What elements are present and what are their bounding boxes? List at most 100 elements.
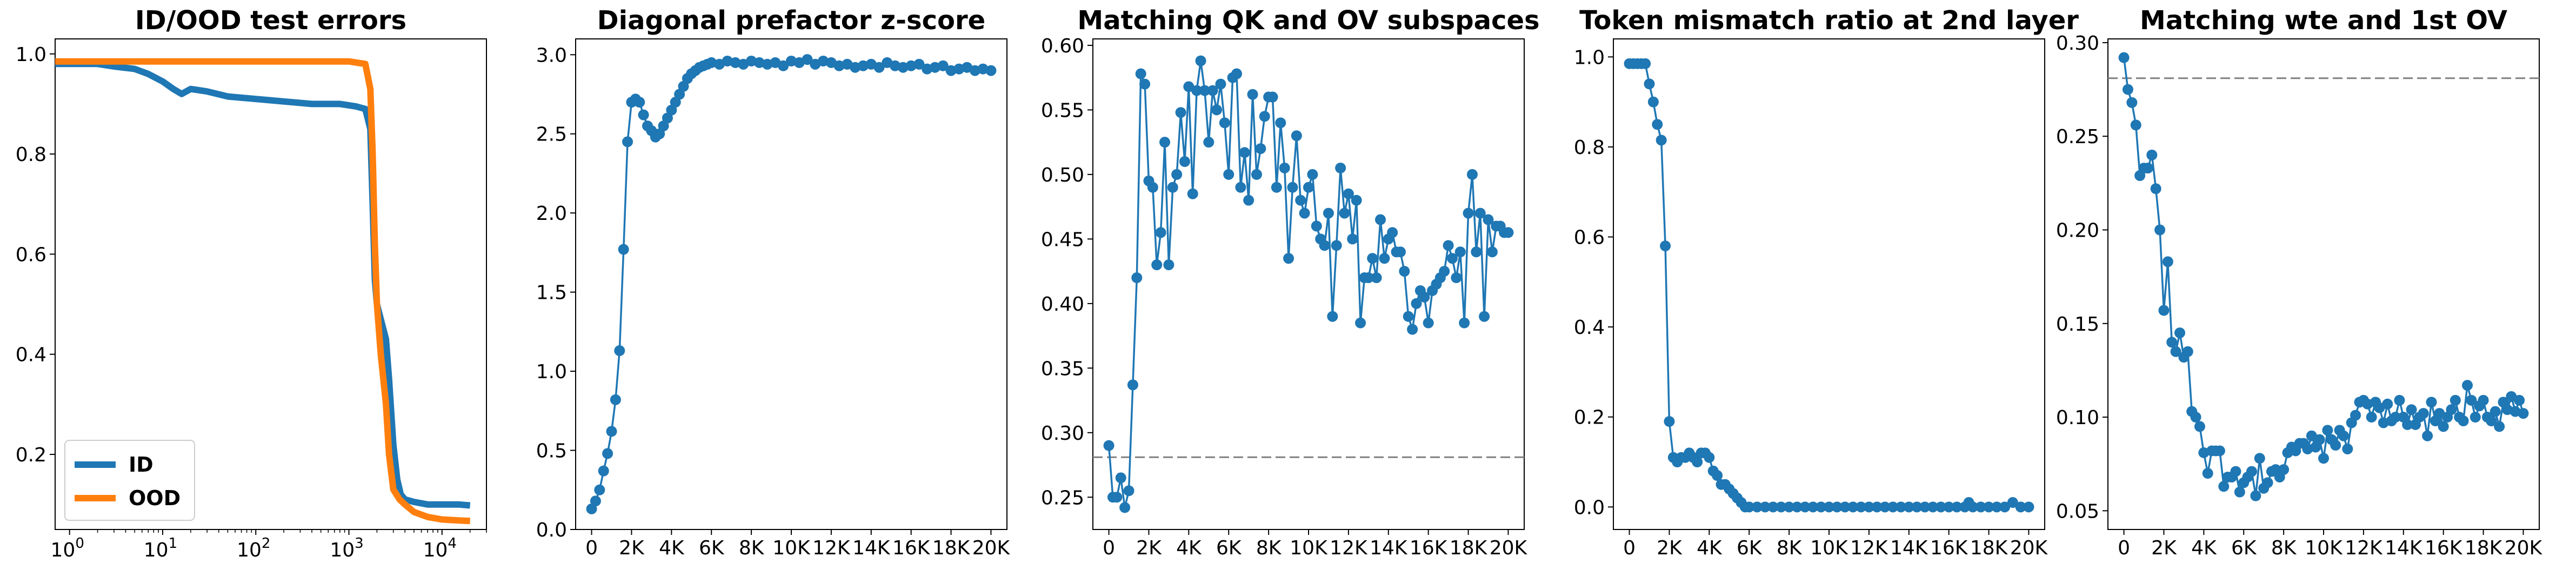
data-point: [1251, 169, 1262, 180]
x-tick-label: 104: [423, 535, 457, 561]
data-point: [1183, 81, 1194, 92]
x-tick-label: 4K: [1176, 537, 1202, 559]
data-point: [1203, 137, 1214, 148]
x-tick-label: 100: [51, 535, 84, 561]
data-point: [1839, 501, 1851, 513]
x-tick-label: 2K: [1136, 537, 1162, 559]
data-point: [610, 394, 621, 405]
data-point: [2322, 425, 2333, 436]
data-point: [1219, 117, 1230, 129]
x-tick-label: 2K: [1657, 537, 1683, 559]
data-point: [1295, 195, 1306, 206]
data-point: [1163, 259, 1174, 271]
chart-panel-4: Token mismatch ratio at 2nd layer 0.0 0.2 0…: [1574, 5, 2079, 559]
x-tick-label: 10K: [2305, 537, 2343, 559]
x-tick-label: 16K: [2425, 537, 2463, 559]
data-point: [2514, 394, 2525, 406]
y-tick-label: 0.15: [2056, 313, 2099, 336]
data-point: [1371, 272, 1382, 284]
data-point: [1367, 253, 1378, 264]
data-point: [2318, 453, 2329, 464]
x-tick-label: 6K: [2231, 537, 2257, 559]
chart-panel-3: Matching QK and OV subspaces 0.25 0.30 0.35…: [1041, 5, 1540, 559]
data-point: [1223, 169, 1234, 180]
data-point: [985, 65, 997, 76]
data-point: [2218, 481, 2230, 492]
data-point: [2450, 394, 2461, 406]
data-point: [1215, 78, 1226, 90]
data-point: [1911, 501, 1923, 513]
data-point: [1451, 272, 1462, 284]
x-tick-label: 20K: [972, 537, 1011, 559]
data-point: [1319, 240, 1330, 251]
x-tick-label: 6K: [699, 537, 725, 559]
data-point: [618, 244, 629, 255]
chart-title: Token mismatch ratio at 2nd layer: [1579, 5, 2079, 36]
x-tick-label: 20K: [2010, 537, 2048, 559]
data-point: [2158, 305, 2170, 316]
y-tick-label: 1.5: [536, 282, 567, 304]
data-point: [1147, 182, 1158, 193]
data-point: [1704, 452, 1715, 463]
data-point: [2214, 445, 2225, 457]
x-tick-label: 10K: [1290, 537, 1328, 559]
data-point: [1343, 188, 1354, 199]
series-line-1: [1629, 63, 2029, 508]
data-point: [2170, 346, 2181, 357]
y-tick-label: 0.8: [16, 144, 46, 166]
data-point: [1640, 58, 1651, 69]
data-point: [1660, 240, 1671, 252]
data-point: [1255, 143, 1266, 155]
y-tick-label: 0.10: [2056, 407, 2099, 429]
data-point: [1816, 501, 1827, 513]
data-point: [1207, 85, 1218, 96]
data-point: [2194, 421, 2205, 432]
data-point: [1759, 501, 1771, 513]
y-tick-label: 3.0: [536, 44, 567, 66]
data-point: [622, 136, 633, 147]
data-point: [1831, 501, 1843, 513]
data-point: [1927, 501, 1939, 513]
x-tick-label: 8K: [739, 537, 765, 559]
data-point: [1271, 182, 1282, 193]
y-tick-label: 0.6: [1574, 227, 1605, 249]
data-point: [1139, 78, 1151, 90]
x-tick-label: 14K: [852, 537, 891, 559]
y-tick-label: 2.0: [536, 203, 567, 225]
data-point: [590, 495, 601, 507]
data-point: [1824, 501, 1834, 513]
data-point: [2490, 406, 2501, 417]
data-point: [1999, 501, 2011, 513]
data-point: [1887, 501, 1899, 513]
axes-frame: [1092, 38, 1525, 530]
data-point: [2023, 501, 2034, 513]
data-point: [598, 465, 609, 477]
data-point: [1123, 485, 1134, 497]
x-tick-label: 20K: [1490, 537, 1528, 559]
data-point: [2314, 434, 2325, 445]
x-tick-label: 14K: [1370, 537, 1408, 559]
data-point: [1327, 311, 1338, 322]
data-point: [1159, 137, 1170, 148]
x-tick-label: 16K: [1930, 537, 1968, 559]
x-tick-label: 16K: [892, 537, 931, 559]
chart-panel-5: Matching wte and 1st OV 0.05 0.10 0.15 0.20 0…: [2056, 5, 2543, 559]
chart-title: Diagonal prefactor z-score: [597, 5, 985, 36]
data-point: [1407, 324, 1418, 335]
y-tick-label: 0.25: [1041, 487, 1084, 509]
data-point: [1351, 195, 1362, 206]
data-point: [2470, 412, 2481, 423]
data-point: [1656, 135, 1667, 146]
axes-frame: [55, 38, 487, 530]
data-point: [2402, 419, 2413, 430]
data-point: [1275, 117, 1286, 129]
data-point: [2202, 468, 2213, 479]
data-point: [638, 109, 649, 120]
data-point: [2494, 421, 2505, 432]
data-point: [1439, 266, 1450, 277]
y-tick-label: 0.20: [2056, 219, 2099, 242]
data-point: [1239, 147, 1250, 158]
series-line-id: [55, 61, 471, 509]
data-point: [606, 426, 617, 437]
